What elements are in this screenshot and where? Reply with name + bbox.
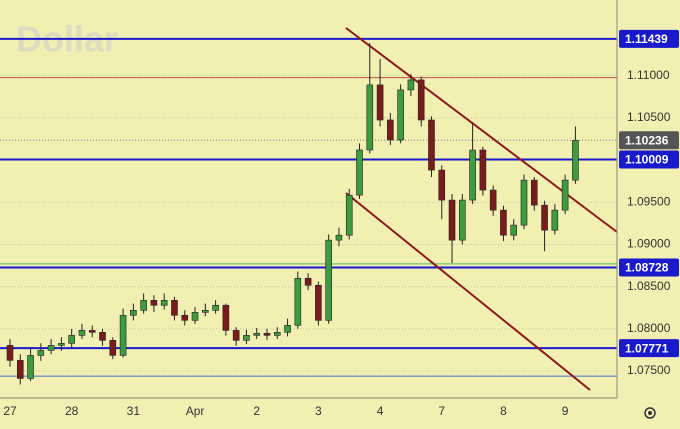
x-tick-label: 7 (438, 404, 445, 418)
candle-body (119, 314, 127, 356)
candle-body (479, 149, 487, 191)
candle-body (263, 333, 271, 336)
x-tick-label: Apr (186, 404, 205, 418)
candle-body (417, 79, 425, 121)
candle-body (356, 149, 363, 196)
y-tick-label: 1.09000 (627, 237, 671, 251)
last-price-label: 1.10236 (625, 133, 669, 147)
settings-icon[interactable] (644, 407, 656, 419)
candle-body (47, 345, 55, 351)
candle-body (366, 84, 374, 151)
level-label: 1.07771 (625, 341, 669, 355)
candle-body (284, 325, 291, 333)
candle-body (140, 299, 147, 311)
settings-icon-dot[interactable] (648, 411, 652, 415)
level-label: 1.11439 (625, 32, 668, 46)
candle-body (253, 333, 261, 336)
y-tick-label: 1.07500 (627, 363, 671, 377)
candle-body (202, 310, 209, 313)
x-tick-label: 27 (3, 404, 17, 418)
candle-body (448, 199, 456, 241)
candle-body (407, 79, 415, 91)
candle-body (541, 204, 548, 231)
candle-body (520, 179, 528, 226)
candle-body (212, 304, 219, 311)
candle-body (37, 350, 45, 356)
x-tick-label: 8 (500, 404, 507, 418)
candle-body (232, 330, 240, 341)
x-tick-label: 31 (127, 404, 141, 418)
candle-body (99, 332, 106, 341)
candle-body (243, 335, 250, 341)
y-tick-label: 1.08500 (627, 279, 671, 293)
candle-body (109, 340, 117, 356)
candle-body (561, 179, 569, 211)
x-tick-label: 9 (562, 404, 569, 418)
candle-body (130, 310, 137, 316)
candle-body (304, 277, 312, 286)
candle-body (6, 345, 14, 361)
x-tick-label: 28 (65, 404, 79, 418)
candle-body (469, 149, 476, 201)
candle-body (273, 332, 281, 336)
candle-body (58, 343, 65, 346)
channel-lower (345, 192, 591, 391)
candle-body (171, 299, 178, 316)
y-tick-label: 1.08000 (627, 321, 671, 335)
candle-body (397, 89, 404, 141)
x-tick-label: 3 (315, 404, 322, 418)
candle-body (150, 299, 158, 306)
candle-body (335, 234, 343, 241)
level-label: 1.10009 (625, 153, 669, 167)
x-tick-label: 4 (377, 404, 384, 418)
candle-body (438, 169, 446, 201)
candle-body (222, 304, 230, 331)
candle-body (489, 189, 497, 211)
channel-upper (345, 27, 618, 233)
candle-body (325, 239, 332, 321)
last-price-box (619, 131, 679, 150)
candle-body (459, 199, 466, 241)
candle-body (68, 335, 75, 344)
y-tick-label: 1.10500 (627, 110, 671, 124)
level-label-box (619, 29, 679, 48)
candle-body (88, 330, 96, 333)
candle-body (27, 355, 34, 379)
candle-body (500, 209, 507, 236)
x-tick-label: 2 (253, 404, 260, 418)
level-label: 1.08728 (625, 261, 669, 275)
candle-body (572, 140, 579, 181)
level-label-box (619, 150, 679, 169)
level-label-box (619, 339, 679, 358)
candle-body (345, 194, 353, 236)
candle-body (181, 314, 189, 321)
candle-body (428, 119, 435, 171)
candle-body (510, 224, 518, 236)
candle-body (78, 330, 86, 336)
y-tick-label: 1.09500 (627, 195, 671, 209)
candle-body (530, 179, 538, 206)
candle-body (376, 84, 384, 121)
candle-body (294, 277, 302, 326)
candle-body (387, 119, 394, 141)
candle-body (16, 360, 24, 379)
y-tick-label: 1.11000 (627, 68, 670, 82)
candle-body (315, 284, 322, 321)
candle-body (160, 299, 168, 306)
candle-body (191, 312, 199, 321)
level-label-box (619, 258, 679, 277)
candle-body (551, 209, 559, 231)
